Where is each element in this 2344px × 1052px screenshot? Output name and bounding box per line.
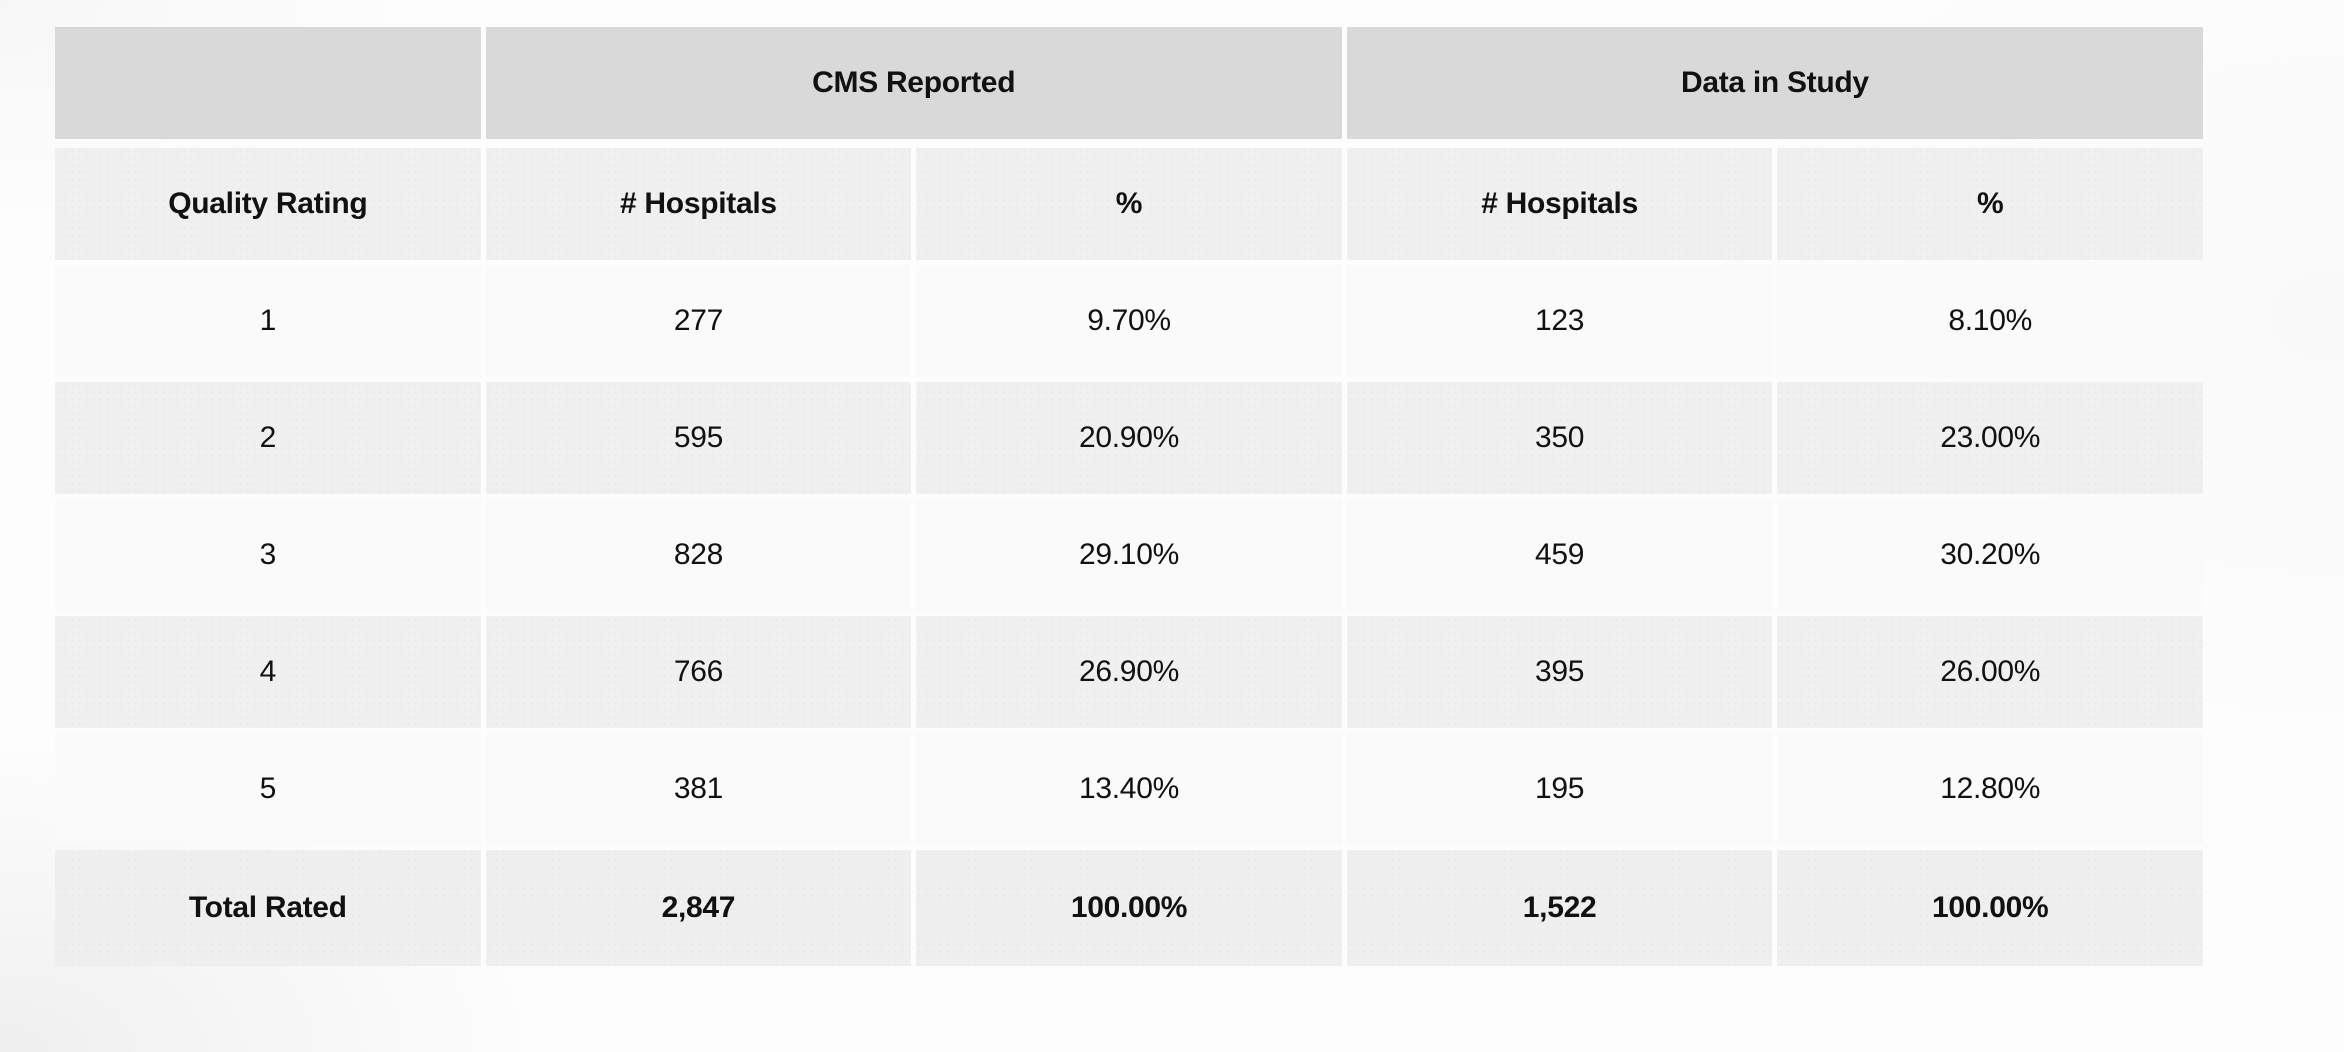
column-header-row: Quality Rating # Hospitals % # Hospitals… <box>55 148 2203 260</box>
table-row-rating-5: 5 381 13.40% 195 12.80% <box>55 733 2203 845</box>
cell-rating: 2 <box>55 382 481 494</box>
table-row-rating-3: 3 828 29.10% 459 30.20% <box>55 499 2203 611</box>
cell-cms-percent: 20.90% <box>916 382 1342 494</box>
cell-total-study-hospitals: 1,522 <box>1346 850 1773 966</box>
cell-cms-hospitals: 595 <box>485 382 912 494</box>
table-row-total-rated: Total Rated 2,847 100.00% 1,522 100.00% <box>55 850 2203 966</box>
cell-cms-percent: 26.90% <box>916 616 1342 728</box>
cell-study-hospitals: 123 <box>1346 265 1773 377</box>
cell-study-percent: 30.20% <box>1777 499 2203 611</box>
col-header-quality-rating: Quality Rating <box>55 148 481 260</box>
group-header-cms-reported: CMS Reported <box>485 27 1342 143</box>
table-row-rating-4: 4 766 26.90% 395 26.00% <box>55 616 2203 728</box>
cell-cms-percent: 13.40% <box>916 733 1342 845</box>
cell-cms-percent: 9.70% <box>916 265 1342 377</box>
col-header-cms-percent: % <box>916 148 1342 260</box>
cell-cms-hospitals: 766 <box>485 616 912 728</box>
group-header-blank <box>55 27 481 143</box>
table-row-rating-2: 2 595 20.90% 350 23.00% <box>55 382 2203 494</box>
hospital-quality-rating-table: CMS Reported Data in Study Quality Ratin… <box>50 22 2208 971</box>
col-header-study-hospitals: # Hospitals <box>1346 148 1773 260</box>
cell-cms-hospitals: 277 <box>485 265 912 377</box>
cell-cms-hospitals: 381 <box>485 733 912 845</box>
cell-rating: 4 <box>55 616 481 728</box>
cell-total-study-percent: 100.00% <box>1777 850 2203 966</box>
cell-study-hospitals: 350 <box>1346 382 1773 494</box>
cell-study-hospitals: 459 <box>1346 499 1773 611</box>
cell-study-percent: 12.80% <box>1777 733 2203 845</box>
cell-rating: 1 <box>55 265 481 377</box>
cell-total-label: Total Rated <box>55 850 481 966</box>
cell-study-hospitals: 195 <box>1346 733 1773 845</box>
col-header-cms-hospitals: # Hospitals <box>485 148 912 260</box>
cell-cms-percent: 29.10% <box>916 499 1342 611</box>
group-header-row: CMS Reported Data in Study <box>55 27 2203 143</box>
cell-rating: 5 <box>55 733 481 845</box>
cell-study-percent: 23.00% <box>1777 382 2203 494</box>
cell-total-cms-hospitals: 2,847 <box>485 850 912 966</box>
cell-rating: 3 <box>55 499 481 611</box>
cell-study-hospitals: 395 <box>1346 616 1773 728</box>
group-header-data-in-study: Data in Study <box>1346 27 2203 143</box>
cell-study-percent: 26.00% <box>1777 616 2203 728</box>
col-header-study-percent: % <box>1777 148 2203 260</box>
cell-total-cms-percent: 100.00% <box>916 850 1342 966</box>
cell-study-percent: 8.10% <box>1777 265 2203 377</box>
cell-cms-hospitals: 828 <box>485 499 912 611</box>
table-row-rating-1: 1 277 9.70% 123 8.10% <box>55 265 2203 377</box>
